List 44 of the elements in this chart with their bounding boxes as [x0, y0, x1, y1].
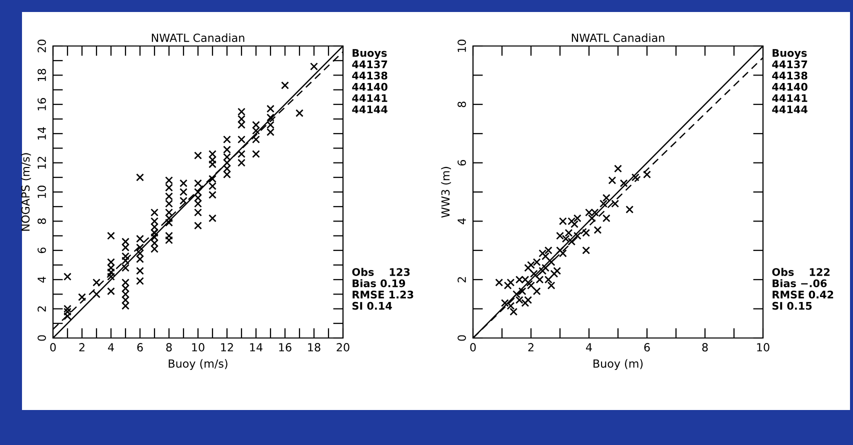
- x-tick-label: 2: [528, 343, 534, 352]
- y-tick-label: 16: [38, 98, 46, 110]
- y-tick-label: 20: [38, 40, 46, 52]
- x-tick-label: 8: [166, 343, 172, 352]
- x-tick-label: 6: [644, 343, 650, 352]
- x-axis-title: Buoy (m/s): [168, 359, 228, 370]
- x-tick-label: 0: [470, 343, 476, 352]
- y-tick-label: 8: [38, 218, 46, 224]
- text: Obs 123 Bias 0.19 RMSE 1.23 SI 0.14: [352, 268, 414, 310]
- x-tick-label: 14: [250, 343, 262, 352]
- text: Buoys 44137 44138 44140 44141 44144: [352, 49, 388, 114]
- y-tick-label: 6: [458, 160, 466, 166]
- x-tick-label: 4: [108, 343, 114, 352]
- y-tick-label: 8: [458, 102, 466, 108]
- chart-title: NWATL Canadian: [572, 33, 664, 42]
- y-axis-title: WW3 (m): [441, 166, 451, 218]
- x-tick-label: 12: [221, 343, 233, 352]
- y-tick-label: 6: [38, 248, 46, 254]
- x-axis-title: Buoy (m): [594, 359, 643, 370]
- x-tick-label: 8: [702, 343, 708, 352]
- x-tick-label: 16: [279, 343, 292, 352]
- y-tick-label: 18: [38, 68, 46, 82]
- y-tick-label: 2: [38, 306, 46, 312]
- x-tick-label: 10: [192, 343, 204, 352]
- x-tick-label: 18: [308, 343, 320, 352]
- y-tick-label: 4: [38, 276, 46, 283]
- y-tick-label: 0: [38, 335, 46, 341]
- y-tick-label: 12: [38, 156, 46, 169]
- text: Buoys 44137 44138 44140 44141 44144: [772, 49, 808, 114]
- y-tick-label: 2: [458, 277, 466, 282]
- y-tick-label: 4: [458, 218, 466, 224]
- x-tick-label: 20: [336, 343, 350, 352]
- y-tick-label: 14: [38, 127, 46, 140]
- y-tick-label: 10: [458, 40, 466, 52]
- x-tick-label: 2: [79, 343, 84, 352]
- x-tick-label: 0: [50, 343, 56, 352]
- chart-title: NWATL Canadian: [152, 33, 244, 42]
- y-tick-label: 0: [458, 335, 466, 341]
- x-tick-label: 4: [586, 343, 592, 352]
- y-axis-title: NOGAPS (m/s): [21, 153, 31, 231]
- x-tick-label: 10: [757, 343, 770, 352]
- text: Obs 122 Bias −.06 RMSE 0.42 SI 0.15: [772, 268, 834, 310]
- x-tick-label: 6: [137, 343, 143, 352]
- y-tick-label: 10: [38, 186, 46, 198]
